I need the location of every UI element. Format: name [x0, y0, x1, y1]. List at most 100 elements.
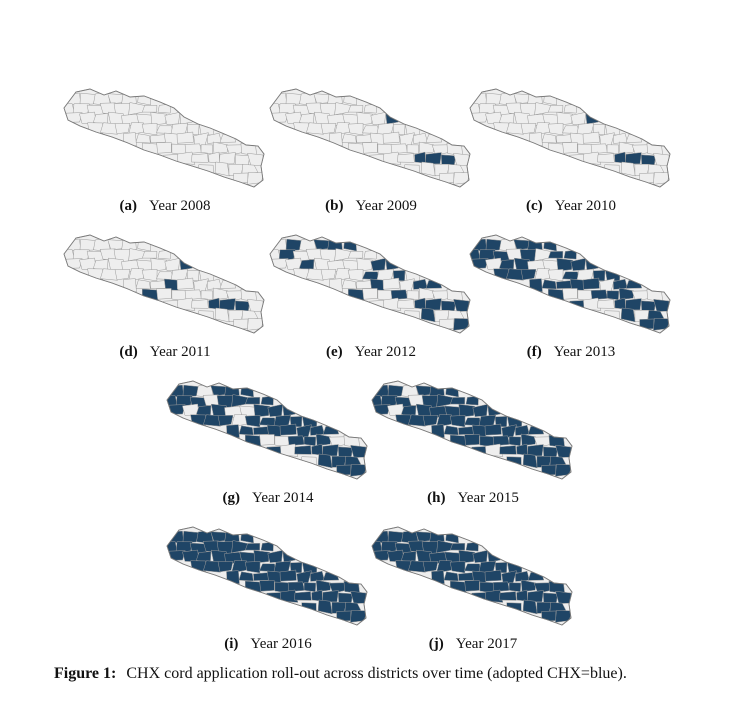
district-not-adopted	[200, 290, 214, 301]
panel-caption: (f) Year 2013	[466, 344, 676, 361]
district-adopted	[234, 300, 251, 312]
panel-label: (i)	[224, 636, 239, 652]
district-map	[371, 380, 573, 480]
district-adopted	[279, 569, 297, 582]
district-not-adopted	[156, 142, 172, 154]
district-adopted	[294, 591, 312, 601]
district-adopted	[350, 464, 367, 477]
district-not-adopted	[320, 123, 337, 135]
district-adopted	[203, 414, 221, 427]
district-adopted	[590, 289, 608, 300]
district-not-adopted	[582, 131, 600, 144]
district-not-adopted	[233, 172, 249, 184]
district-not-adopted	[306, 122, 324, 135]
map-panel: (g) Year 2014	[163, 376, 373, 516]
district-not-adopted	[177, 297, 196, 311]
district-not-adopted	[141, 269, 158, 282]
district-adopted	[440, 154, 457, 166]
panel-caption: (i) Year 2016	[163, 636, 373, 653]
district-not-adopted	[347, 251, 364, 259]
district-not-adopted	[562, 288, 578, 300]
district-adopted	[315, 579, 332, 593]
district-adopted	[541, 464, 557, 476]
district-not-adopted	[247, 172, 264, 185]
district-not-adopted	[141, 105, 158, 113]
district-not-adopted	[397, 153, 415, 163]
district-adopted	[484, 423, 502, 436]
district-adopted	[303, 436, 317, 447]
district-not-adopted	[306, 268, 324, 281]
district-not-adopted	[107, 257, 124, 271]
district-not-adopted	[150, 134, 167, 143]
panel-year: Year 2013	[553, 344, 616, 360]
district-map	[469, 234, 671, 334]
district-adopted	[203, 560, 221, 573]
district-not-adopted	[320, 269, 337, 281]
district-adopted	[639, 318, 655, 330]
district-adopted	[440, 300, 457, 312]
panel-caption: (c) Year 2010	[466, 198, 676, 215]
district-adopted	[287, 435, 305, 446]
district-not-adopted	[639, 172, 655, 184]
district-not-adopted	[184, 143, 202, 154]
panel-label: (c)	[525, 198, 543, 214]
district-adopted	[253, 550, 271, 564]
district-adopted	[547, 251, 564, 259]
district-not-adopted	[618, 141, 635, 155]
district-not-adopted	[556, 112, 574, 126]
district-not-adopted	[212, 287, 229, 301]
district-not-adopted	[356, 112, 374, 126]
district-not-adopted	[547, 123, 564, 136]
district-not-adopted	[390, 143, 408, 154]
district-not-adopted	[100, 122, 118, 135]
district-adopted	[279, 423, 297, 436]
panel-caption: (b) Year 2009	[266, 198, 476, 215]
district-not-adopted	[155, 125, 174, 134]
district-adopted	[513, 257, 530, 271]
district-not-adopted	[156, 288, 172, 300]
district-adopted	[420, 307, 436, 323]
district-not-adopted	[562, 142, 578, 154]
district-not-adopted	[439, 172, 455, 184]
map-panel: (h) Year 2015	[368, 376, 578, 516]
district-adopted	[640, 154, 657, 166]
district-not-adopted	[280, 443, 299, 457]
district-adopted	[425, 298, 442, 311]
district-adopted	[499, 591, 517, 601]
district-adopted	[463, 563, 482, 572]
district-not-adopted	[247, 318, 264, 331]
district-not-adopted	[561, 125, 580, 134]
panel-year: Year 2015	[457, 490, 519, 506]
district-adopted	[555, 610, 572, 623]
district-adopted	[653, 318, 670, 331]
district-map	[269, 88, 471, 188]
district-adopted	[287, 581, 305, 592]
panel-label: (f)	[526, 344, 542, 360]
district-not-adopted	[155, 271, 174, 280]
district-not-adopted	[583, 297, 602, 311]
district-adopted	[210, 403, 227, 417]
map-panel: (j) Year 2017	[368, 522, 578, 662]
district-adopted	[217, 415, 234, 427]
district-not-adopted	[620, 161, 636, 177]
panel-label: (h)	[427, 490, 446, 506]
district-not-adopted	[347, 269, 364, 282]
district-adopted	[253, 426, 270, 435]
map-panel: (i) Year 2016	[163, 522, 373, 662]
district-adopted	[484, 569, 502, 582]
district-not-adopted	[547, 105, 564, 113]
panel-year: Year 2008	[149, 198, 211, 214]
panel-year: Year 2012	[354, 344, 417, 360]
district-map	[469, 88, 671, 188]
district-adopted	[542, 446, 559, 458]
panel-label: (b)	[325, 198, 344, 214]
district-not-adopted	[418, 287, 435, 301]
district-adopted	[317, 453, 333, 469]
district-map	[166, 526, 368, 626]
district-adopted	[555, 464, 572, 477]
district-not-adopted	[135, 133, 151, 144]
panel-year: Year 2010	[554, 198, 617, 214]
district-adopted	[492, 581, 510, 592]
panel-caption: (a) Year 2008	[60, 198, 270, 215]
district-adopted	[640, 300, 657, 312]
